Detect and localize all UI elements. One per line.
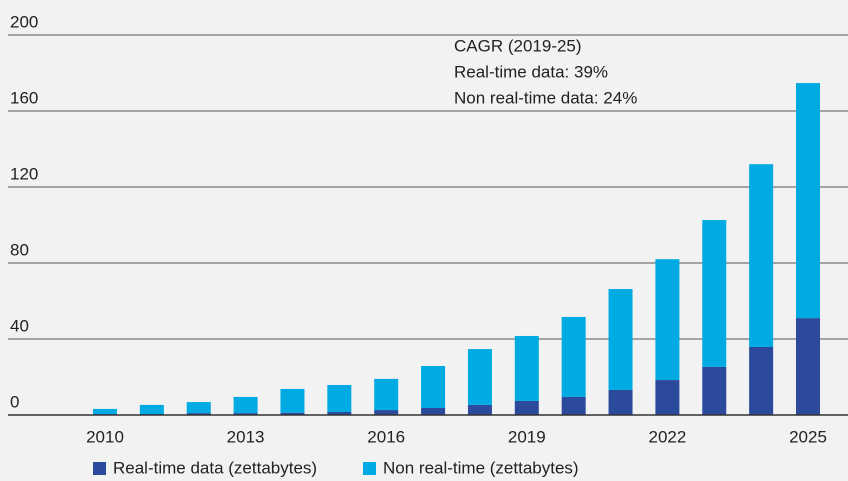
- bar-segment: [139, 404, 164, 415]
- bar-segment: [233, 396, 258, 414]
- bar-segment: [796, 83, 820, 319]
- bar-segment: [327, 384, 352, 412]
- y-tick-label: 120: [10, 164, 38, 183]
- bar-segment: [796, 318, 820, 415]
- bar-segment: [749, 164, 774, 347]
- x-tick-label: 2016: [367, 427, 405, 446]
- legend-swatch: [93, 462, 106, 475]
- annotation: CAGR (2019-25): [454, 36, 582, 55]
- bar-segment: [608, 389, 633, 415]
- bar-segment: [186, 402, 211, 414]
- x-tick-label: 2019: [508, 427, 546, 446]
- x-tick-label: 2025: [789, 427, 827, 446]
- legend-swatch: [363, 462, 376, 475]
- annotation: Non real-time data: 24%: [454, 88, 637, 107]
- y-tick-label: 0: [10, 392, 19, 411]
- bar-segment: [233, 413, 258, 415]
- bar-segment: [702, 366, 727, 415]
- bar-segment: [93, 408, 117, 415]
- bar-segment: [421, 365, 446, 408]
- bar-segment: [421, 407, 446, 415]
- bar-segment: [608, 289, 633, 390]
- bar-segment: [186, 413, 211, 415]
- bar-segment: [561, 396, 586, 415]
- bar-segment: [280, 412, 305, 415]
- legend-label: Non real-time (zettabytes): [383, 458, 579, 477]
- y-tick-label: 160: [10, 88, 38, 107]
- bar-segment: [374, 378, 399, 411]
- x-tick-label: 2013: [227, 427, 265, 446]
- bar-segment: [749, 346, 774, 415]
- bar-segment: [374, 410, 399, 415]
- y-tick-label: 200: [10, 12, 38, 31]
- y-tick-label: 40: [10, 316, 29, 335]
- bar-segment: [467, 349, 492, 405]
- legend-label: Real-time data (zettabytes): [113, 458, 317, 477]
- bar-segment: [467, 404, 492, 415]
- bar-segment: [280, 388, 305, 413]
- y-tick-label: 80: [10, 240, 29, 259]
- bar-segment: [655, 259, 680, 381]
- bar-segment: [561, 316, 586, 397]
- bar-segment: [514, 335, 539, 401]
- bar-segment: [702, 220, 727, 367]
- x-tick-label: 2022: [648, 427, 686, 446]
- bar-segment: [514, 400, 539, 415]
- bar-segment: [327, 411, 352, 415]
- x-tick-label: 2010: [86, 427, 124, 446]
- annotation: Real-time data: 39%: [454, 62, 608, 81]
- bar-segment: [655, 380, 680, 415]
